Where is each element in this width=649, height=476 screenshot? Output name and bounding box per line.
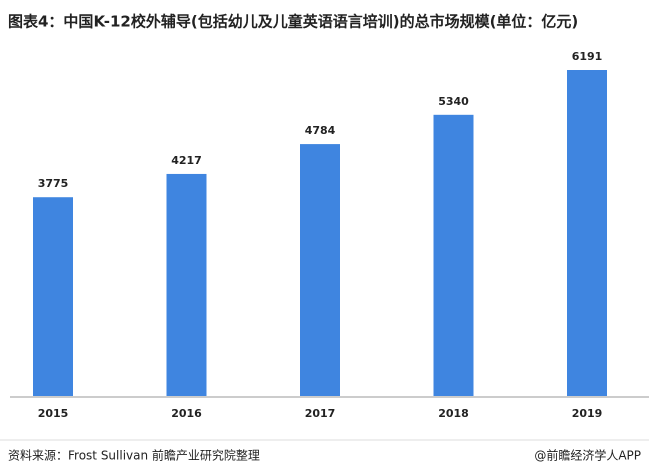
x-tick-label: 2016	[171, 407, 202, 420]
bar	[300, 144, 340, 396]
x-tick-label: 2015	[38, 407, 69, 420]
source-note: 资料来源：Frost Sullivan 前瞻产业研究院整理	[8, 448, 260, 463]
x-tick-label: 2018	[438, 407, 469, 420]
x-tick-label: 2017	[305, 407, 336, 420]
bar	[166, 173, 207, 396]
value-label: 4784	[305, 124, 336, 137]
bar	[567, 70, 607, 396]
x-tick-label: 2019	[572, 407, 603, 420]
value-label: 6191	[572, 50, 603, 63]
value-label: 5340	[438, 95, 469, 108]
bar	[433, 114, 474, 396]
bar	[33, 197, 73, 396]
value-label: 4217	[171, 154, 202, 167]
chart-title: 图表4：中国K-12校外辅导(包括幼儿及儿童英语语言培训)的总市场规模(单位：亿…	[8, 13, 578, 31]
value-label: 3775	[38, 177, 69, 190]
brand-note: @前瞻经济学人APP	[534, 448, 641, 463]
